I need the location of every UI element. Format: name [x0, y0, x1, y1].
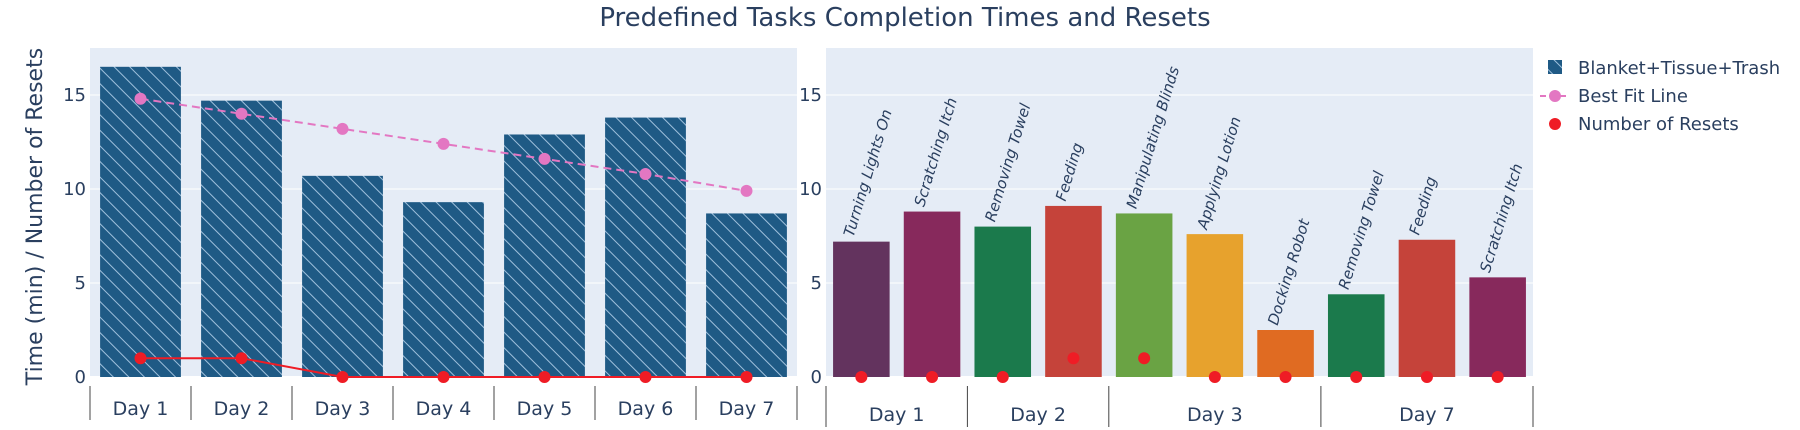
best-fit-point — [639, 167, 652, 180]
resets-point — [235, 352, 248, 365]
task-bar — [1045, 205, 1102, 377]
task-bar — [833, 241, 890, 377]
task-resets-point — [996, 371, 1009, 383]
task-resets-point — [1279, 371, 1292, 383]
task-resets-point — [1208, 371, 1221, 383]
right-y-tick-label: 15 — [799, 85, 822, 106]
left-category-label: Day 1 — [113, 398, 169, 420]
legend-fit-swatch-dot — [1549, 90, 1561, 102]
left-category-label: Day 3 — [315, 398, 371, 420]
left-y-axis-label: Time (min) / Number of Resets — [23, 48, 48, 386]
task-bar — [1186, 234, 1244, 377]
best-fit-point — [538, 152, 551, 165]
legend-item-label: Blanket+Tissue+Trash — [1578, 58, 1780, 79]
legend-item-label: Best Fit Line — [1578, 86, 1688, 107]
left-bar — [504, 134, 585, 377]
resets-point — [437, 371, 450, 383]
legend-item-label: Number of Resets — [1578, 114, 1739, 135]
resets-point — [740, 371, 753, 383]
task-resets-point — [1350, 371, 1363, 383]
resets-point — [639, 371, 652, 383]
left-bar — [706, 213, 787, 377]
resets-point — [336, 371, 349, 383]
best-fit-point — [134, 92, 147, 105]
right-group-label: Day 7 — [1399, 404, 1455, 426]
task-bar — [1115, 213, 1173, 377]
legend-resets-swatch — [1549, 118, 1561, 130]
right-group-label: Day 3 — [1187, 404, 1243, 426]
task-bar — [974, 226, 1032, 377]
left-bar — [403, 202, 484, 377]
right-group-label: Day 2 — [1010, 404, 1066, 426]
left-plot: 0 5 10 15 Day 1 Day 2 Day 3 Day 4 Day 5 Day 6 Day … — [23, 48, 798, 420]
left-y-tick-label: 15 — [63, 85, 86, 106]
right-y-tick-label: 5 — [811, 273, 822, 294]
left-bar — [605, 117, 686, 377]
task-resets-point — [855, 371, 868, 383]
resets-point — [134, 352, 147, 365]
best-fit-point — [437, 137, 450, 150]
left-bar — [302, 175, 383, 377]
task-bar — [1327, 294, 1385, 377]
left-y-tick-label: 5 — [75, 273, 86, 294]
task-resets-point — [1138, 352, 1151, 365]
left-category-label: Day 6 — [618, 398, 674, 420]
task-resets-point — [1420, 371, 1433, 383]
task-bar — [1469, 277, 1526, 377]
task-bar — [903, 211, 961, 377]
left-category-label: Day 2 — [214, 398, 270, 420]
best-fit-point — [740, 184, 753, 197]
task-resets-point — [1491, 371, 1504, 383]
left-bar — [100, 66, 181, 378]
right-y-tick-label: 10 — [799, 179, 822, 200]
task-resets-point — [1067, 352, 1080, 365]
task-resets-point — [926, 371, 939, 383]
task-bar — [1257, 330, 1314, 377]
legend-bar-swatch — [1548, 60, 1562, 74]
left-bar — [201, 100, 282, 377]
legend: Blanket+Tissue+Trash Best Fit Line Number … — [1540, 58, 1780, 135]
right-y-tick-label: 0 — [811, 367, 822, 388]
left-category-label: Day 5 — [517, 398, 573, 420]
left-y-tick-label: 10 — [63, 179, 86, 200]
left-category-label: Day 7 — [719, 398, 775, 420]
left-y-tick-label: 0 — [75, 367, 86, 388]
best-fit-point — [235, 107, 248, 120]
chart-title: Predefined Tasks Completion Times and Re… — [599, 3, 1210, 33]
task-bar — [1398, 239, 1456, 377]
best-fit-point — [336, 122, 349, 135]
left-category-label: Day 4 — [416, 398, 472, 420]
right-group-label: Day 1 — [869, 404, 925, 426]
resets-point — [538, 371, 551, 383]
